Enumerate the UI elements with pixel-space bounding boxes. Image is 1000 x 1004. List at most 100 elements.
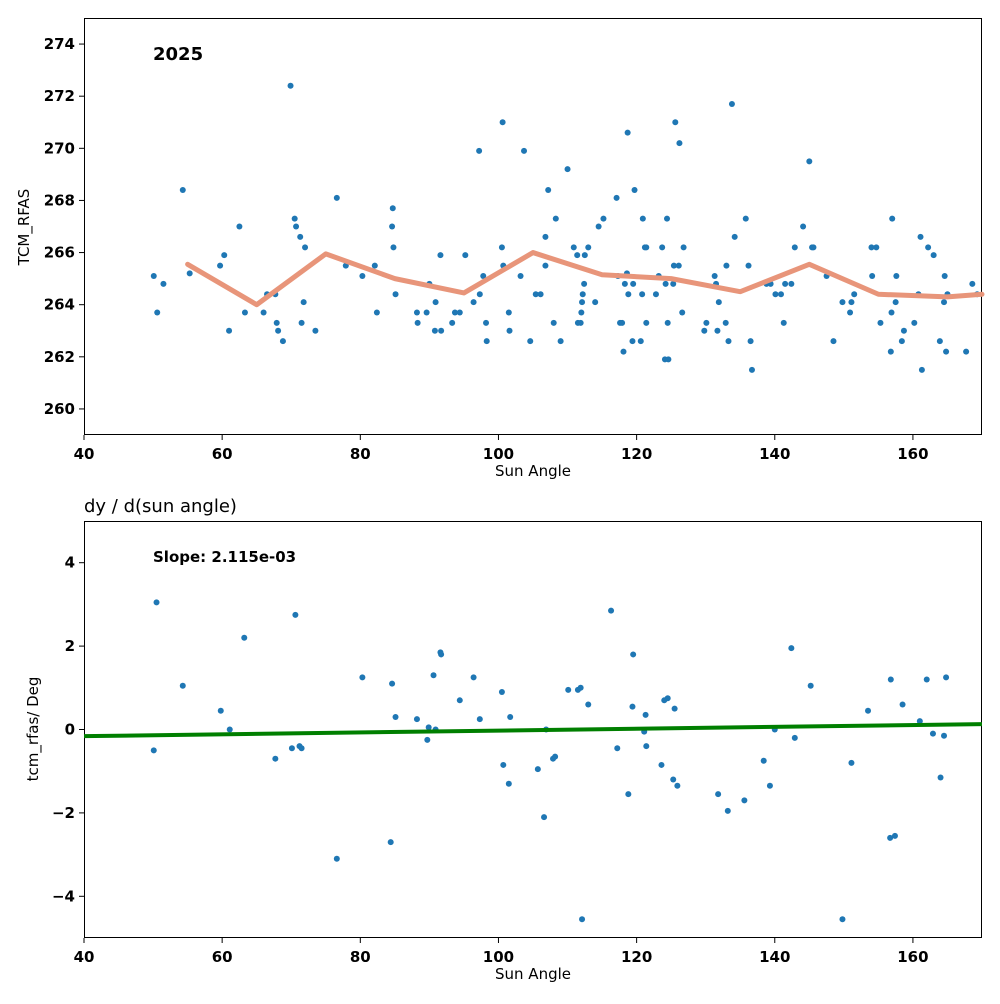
y-tick-label: 274 <box>44 35 75 53</box>
data-point <box>579 916 586 923</box>
data-point <box>619 319 626 326</box>
data-point <box>527 338 534 345</box>
data-point <box>293 223 300 230</box>
x-tick-label: 40 <box>74 445 95 463</box>
data-point <box>943 674 950 681</box>
data-point <box>275 327 282 334</box>
data-point <box>241 634 248 641</box>
data-point <box>630 651 637 658</box>
data-point <box>639 215 646 222</box>
data-point <box>585 701 592 708</box>
data-point <box>888 309 895 316</box>
data-point <box>911 319 918 326</box>
data-point <box>480 273 487 280</box>
data-point <box>887 834 894 841</box>
data-point <box>889 215 896 222</box>
data-point <box>483 319 490 326</box>
data-point <box>671 705 678 712</box>
data-point <box>565 686 572 693</box>
data-point <box>943 348 950 355</box>
data-point <box>923 676 930 683</box>
data-point <box>302 244 309 251</box>
data-point <box>941 299 948 306</box>
data-point <box>505 780 512 787</box>
data-point <box>585 244 592 251</box>
data-point <box>639 291 646 298</box>
data-point <box>414 319 421 326</box>
y-tick-label: 262 <box>44 348 75 366</box>
data-point <box>807 682 814 689</box>
data-point <box>788 645 795 652</box>
data-point <box>359 674 366 681</box>
data-point <box>389 680 396 687</box>
x-tick-label: 160 <box>897 445 928 463</box>
data-point <box>432 299 439 306</box>
data-point <box>279 338 286 345</box>
data-point <box>499 119 506 126</box>
data-point <box>810 244 817 251</box>
data-point <box>620 348 627 355</box>
y-tick-label: −2 <box>52 804 75 822</box>
y-tick-label: −4 <box>52 887 75 905</box>
data-point <box>552 753 559 760</box>
data-point <box>629 338 636 345</box>
y-tick-label: 2 <box>65 637 75 655</box>
data-point <box>592 299 599 306</box>
data-point <box>470 674 477 681</box>
y-tick-label: 0 <box>65 721 75 739</box>
data-point <box>929 730 936 737</box>
data-point <box>542 262 549 269</box>
data-point <box>371 262 378 269</box>
data-point <box>621 280 628 287</box>
data-point <box>670 280 677 287</box>
data-point <box>848 759 855 766</box>
data-point <box>298 745 305 752</box>
data-point <box>534 766 541 773</box>
data-point <box>333 855 340 862</box>
x-tick-label: 160 <box>897 948 928 966</box>
data-point <box>392 291 399 298</box>
data-point <box>160 280 167 287</box>
data-point <box>614 745 621 752</box>
data-point <box>672 119 679 126</box>
data-point <box>715 791 722 798</box>
data-point <box>333 194 340 201</box>
y-tick-label: 268 <box>44 191 75 209</box>
data-point <box>659 244 666 251</box>
data-point <box>963 348 970 355</box>
data-point <box>873 244 880 251</box>
data-point <box>552 215 559 222</box>
x-tick-label: 140 <box>759 445 790 463</box>
data-point <box>674 782 681 789</box>
data-point <box>288 745 295 752</box>
data-point <box>701 327 708 334</box>
data-point <box>748 366 755 373</box>
data-point <box>236 223 243 230</box>
data-point <box>542 233 549 240</box>
data-point <box>725 338 732 345</box>
top-panel: 40 60 80 100 120 140 160 260 262 264 266 268 270 272… <box>15 18 985 480</box>
data-point <box>741 797 748 804</box>
data-point <box>642 711 649 718</box>
x-tick-label: 80 <box>350 445 371 463</box>
data-point <box>505 309 512 316</box>
data-point <box>865 707 872 714</box>
data-point <box>760 757 767 764</box>
data-point <box>545 187 552 194</box>
data-point <box>431 327 438 334</box>
data-point <box>413 716 420 723</box>
data-point <box>893 273 900 280</box>
data-point <box>154 309 161 316</box>
data-point <box>900 327 907 334</box>
data-point <box>664 319 671 326</box>
data-point <box>537 291 544 298</box>
data-point <box>476 291 483 298</box>
data-point <box>941 732 948 739</box>
data-point <box>664 695 671 702</box>
data-point <box>532 291 539 298</box>
data-point <box>579 291 586 298</box>
data-point <box>887 348 894 355</box>
data-point <box>476 147 483 154</box>
data-point <box>675 262 682 269</box>
data-point <box>887 676 894 683</box>
